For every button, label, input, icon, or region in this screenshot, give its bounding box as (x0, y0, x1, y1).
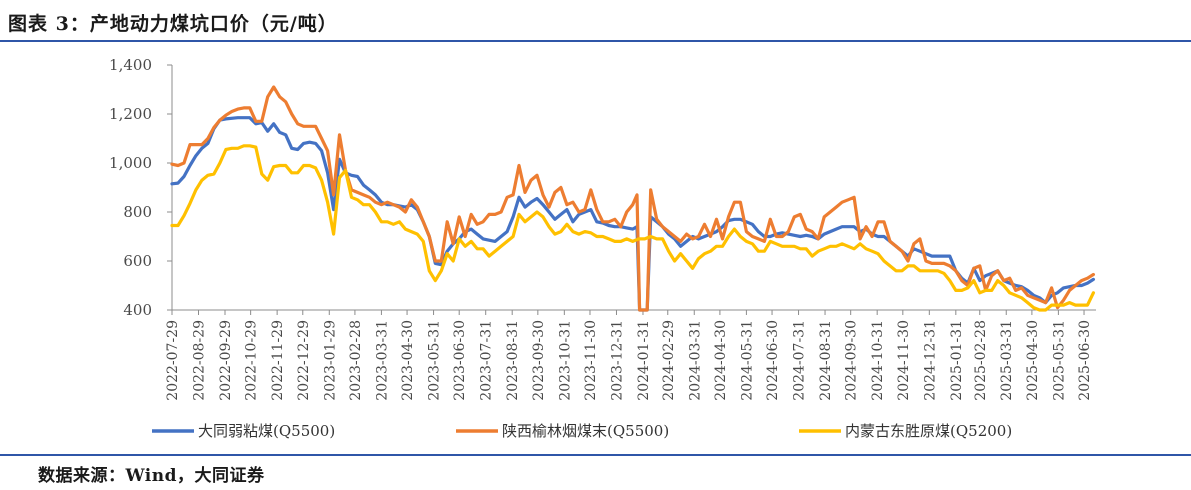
x-tick-label: 2025-04-30 (1025, 320, 1041, 401)
series-line-1 (170, 116, 1096, 312)
x-tick-label: 2025-05-31 (1051, 320, 1067, 401)
chart-series-group (170, 85, 1096, 312)
x-tick-label: 2023-09-30 (531, 320, 547, 401)
x-tick-label: 2023-10-31 (557, 320, 573, 401)
x-tick-label: 2023-04-30 (400, 320, 416, 401)
x-tick-label: 2024-12-31 (922, 320, 938, 401)
x-tick-label: 2023-01-29 (322, 320, 338, 401)
x-tick-label: 2024-11-30 (896, 320, 912, 401)
x-tick-label: 2023-08-31 (505, 320, 521, 401)
x-tick-label: 2024-07-31 (792, 320, 808, 401)
y-tick-label: 1,400 (109, 56, 152, 74)
y-tick-label: 600 (123, 252, 152, 270)
y-tick-label: 400 (123, 301, 152, 319)
x-tick-label: 2022-10-29 (244, 320, 260, 401)
x-tick-label: 2024-08-31 (818, 320, 834, 401)
x-tick-label: 2025-01-31 (949, 320, 965, 401)
legend-label-2: 陕西榆林烟煤末(Q5500) (502, 422, 669, 440)
x-tick-label: 2023-07-31 (479, 320, 495, 401)
x-tick-label: 2022-07-29 (165, 320, 181, 401)
x-tick-label: 2024-02-29 (661, 320, 677, 401)
x-tick-label: 2022-12-29 (296, 320, 312, 401)
x-tick-label: 2022-09-29 (218, 320, 234, 401)
series-line-3 (170, 144, 1096, 312)
y-tick-label: 1,200 (109, 105, 152, 123)
x-tick-label: 2023-11-30 (583, 320, 599, 401)
y-tick-label: 800 (123, 203, 152, 221)
x-tick-label: 2022-08-29 (191, 320, 207, 401)
x-tick-label: 2023-06-30 (452, 320, 468, 401)
x-tick-label: 2023-02-28 (348, 320, 364, 401)
x-tick-label: 2022-11-29 (270, 320, 286, 401)
page-title: 图表 3：产地动力煤坑口价（元/吨） (8, 13, 338, 35)
legend-label-3: 内蒙古东胜原煤(Q5200) (845, 422, 1012, 440)
x-tick-label: 2024-01-31 (636, 320, 652, 401)
x-tick-label: 2024-03-31 (687, 320, 703, 401)
report-header: 图表 3：产地动力煤坑口价（元/吨） (0, 0, 1191, 42)
data-source-note: 数据来源：Wind，大同证券 (38, 466, 265, 486)
x-tick-label: 2023-12-31 (609, 320, 625, 401)
bottom-divider (0, 454, 1191, 456)
x-tick-label: 2024-06-30 (765, 320, 781, 401)
x-tick-label: 2024-05-31 (739, 320, 755, 401)
x-tick-label: 2023-03-31 (374, 320, 390, 401)
x-tick-label: 2023-05-31 (427, 320, 443, 401)
price-line-chart: 400 600 800 1,000 1,200 1,400 2022-07-29 2022-0… (109, 56, 1096, 440)
x-tick-label: 2025-03-31 (999, 320, 1015, 401)
x-tick-label: 2024-10-31 (870, 320, 886, 401)
x-tick-label: 2025-02-28 (973, 320, 989, 401)
x-tick-label: 2024-09-30 (844, 320, 860, 401)
series-line-2 (170, 85, 1096, 312)
chart-axes: 400 600 800 1,000 1,200 1,400 2022-07-29 2022-0… (109, 56, 1096, 401)
x-tick-label: 2025-06-30 (1077, 320, 1093, 401)
x-tick-label: 2024-04-30 (713, 320, 729, 401)
top-divider (0, 40, 1191, 42)
legend-label-1: 大同弱粘煤(Q5500) (198, 422, 335, 440)
chart-legend: 大同弱粘煤(Q5500) 陕西榆林烟煤末(Q5500) 内蒙古东胜原煤(Q5200) (152, 422, 1012, 440)
y-tick-label: 1,000 (109, 154, 152, 172)
